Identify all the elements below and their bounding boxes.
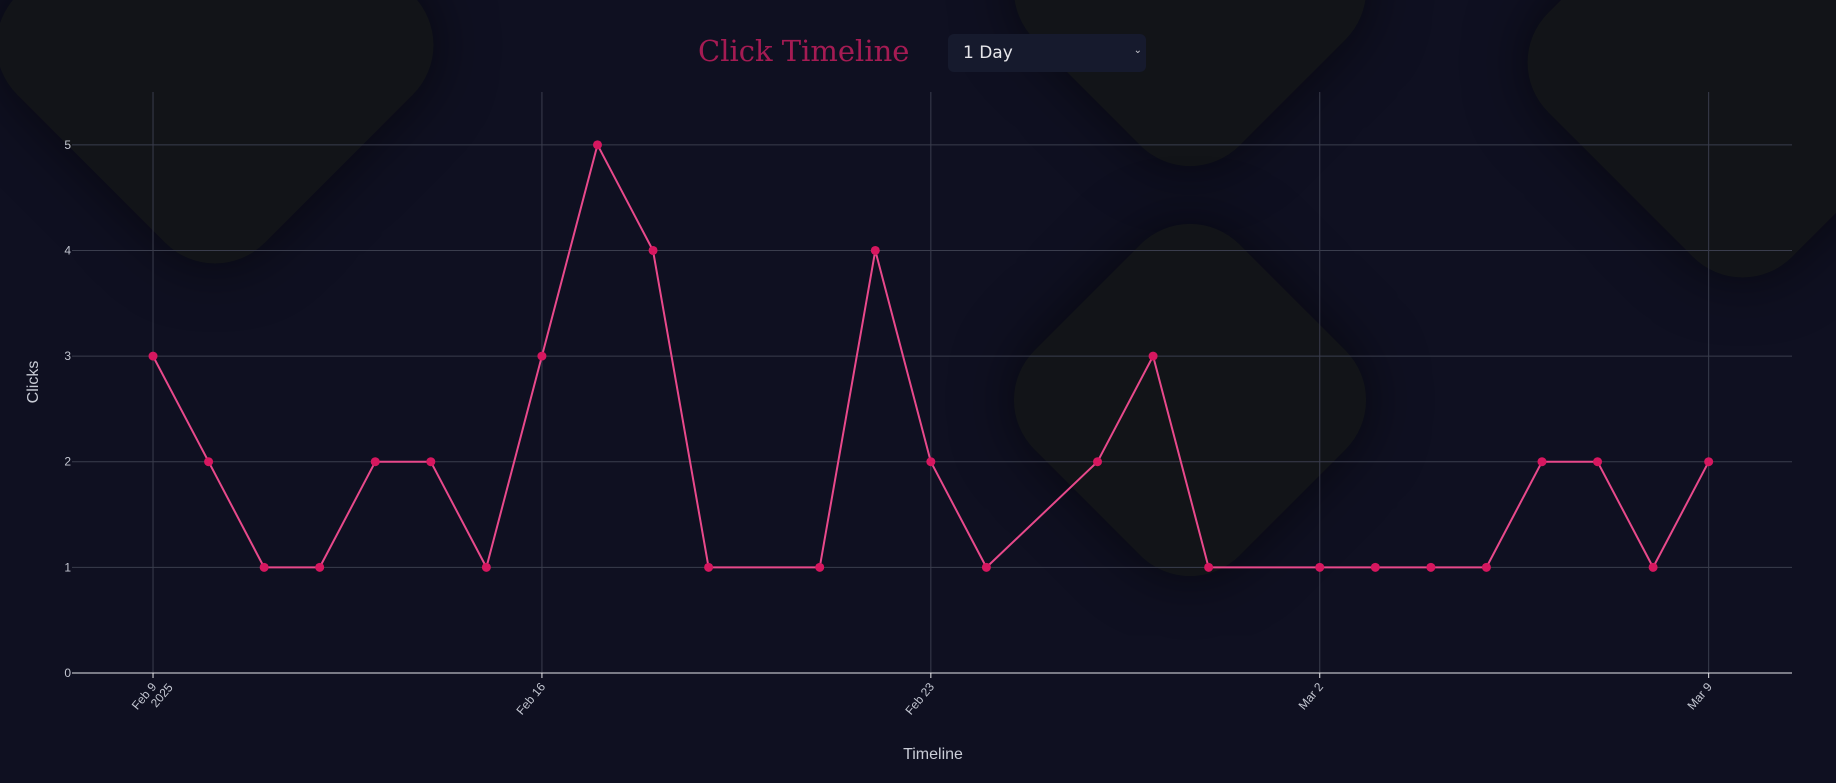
data-point	[370, 457, 380, 467]
y-tick-label: 5	[64, 138, 71, 152]
y-tick-label: 1	[64, 560, 71, 574]
data-point	[926, 457, 936, 467]
x-axis-label: Timeline	[903, 746, 963, 763]
data-point	[1481, 562, 1491, 572]
y-axis-label: Clicks	[25, 360, 42, 404]
series-line	[152, 143, 1710, 569]
data-point	[1370, 562, 1380, 572]
y-tick-label: 0	[64, 666, 71, 680]
data-point	[259, 562, 269, 572]
chart-header: Click Timeline 1 Day ⌄	[0, 0, 1836, 100]
x-tick-label-line: Mar 2	[1296, 680, 1327, 713]
data-point	[204, 457, 214, 467]
y-tick-labels: 0 1 2 3 4 5	[64, 138, 71, 680]
data-point	[981, 562, 991, 572]
data-point	[1093, 457, 1103, 467]
data-point	[704, 562, 714, 572]
chevron-down-icon: ⌄	[1133, 45, 1142, 56]
x-tick-label: Feb 23	[902, 680, 937, 718]
data-point	[1593, 457, 1603, 467]
chart-title: Click Timeline	[698, 34, 910, 68]
data-point	[426, 457, 436, 467]
y-tick-label: 4	[64, 243, 71, 257]
data-point	[148, 351, 158, 361]
x-tick-label: Mar 9	[1685, 680, 1716, 713]
data-point	[592, 140, 602, 150]
time-range-selected-value: 1 Day	[963, 43, 1013, 63]
x-grid	[152, 92, 1710, 678]
data-point	[537, 351, 547, 361]
x-tick-label-line: Mar 9	[1685, 680, 1716, 713]
data-point	[1204, 562, 1214, 572]
data-point	[1148, 351, 1158, 361]
data-point	[315, 562, 325, 572]
y-tick-label: 2	[64, 455, 71, 469]
data-point	[870, 245, 880, 255]
x-tick-label-line: Feb 23	[902, 680, 937, 718]
data-point	[648, 245, 658, 255]
y-tick-label: 3	[64, 349, 71, 363]
data-point	[1537, 457, 1547, 467]
data-point	[815, 562, 825, 572]
data-point	[1426, 562, 1436, 572]
time-range-select[interactable]: 1 Day ⌄	[948, 34, 1146, 72]
x-tick-label: Mar 2	[1296, 680, 1327, 713]
data-point	[1704, 457, 1714, 467]
data-point	[481, 562, 491, 572]
y-grid	[72, 144, 1792, 568]
data-point	[1648, 562, 1658, 572]
series-points	[148, 140, 1714, 572]
data-point	[1315, 562, 1325, 572]
x-tick-labels: Feb 92025 Feb 16 Feb 23 Mar 2 Mar 9	[129, 672, 1716, 721]
series-clicks	[152, 143, 1710, 569]
x-tick-label: Feb 16	[513, 680, 548, 718]
x-tick-label: Feb 92025	[129, 672, 176, 721]
x-tick-label-line: Feb 16	[513, 680, 548, 718]
